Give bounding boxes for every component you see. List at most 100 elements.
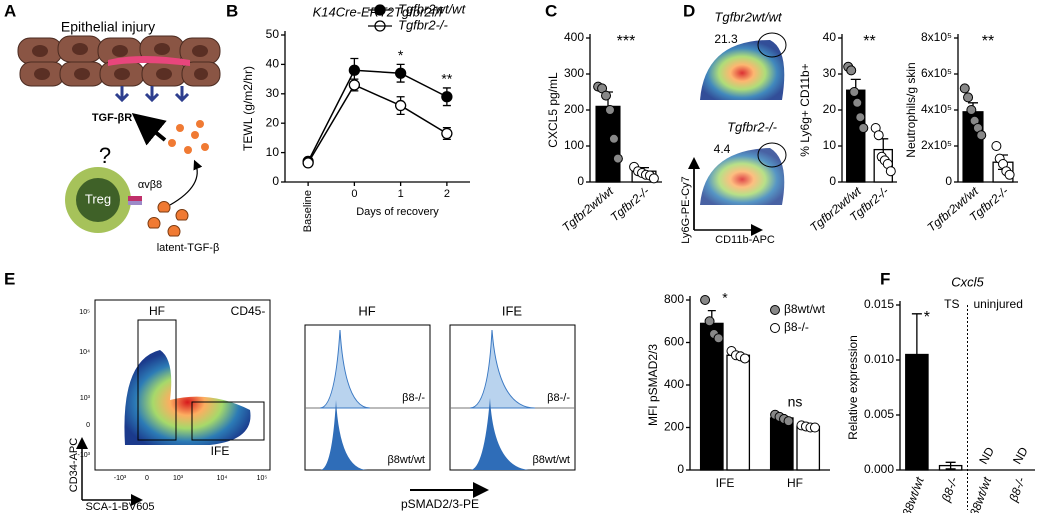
panel-letter: F	[880, 269, 890, 288]
marker	[302, 157, 314, 169]
data-point	[1004, 169, 1015, 180]
histogram-title: HF	[358, 303, 375, 318]
y-tick-label: 20	[266, 115, 280, 129]
series-line	[307, 69, 448, 162]
population-label: CD45-	[231, 304, 266, 318]
bar	[699, 322, 724, 471]
data-point	[959, 83, 970, 94]
data-point	[963, 92, 974, 103]
data-point	[704, 316, 715, 327]
schematic-title: Epithelial injury	[61, 19, 155, 35]
x-tick-label: β8wt/wt	[967, 475, 995, 513]
data-point	[612, 153, 623, 164]
data-point	[976, 130, 987, 141]
data-point	[885, 166, 896, 177]
y-tick-label: 10	[266, 145, 280, 159]
group-label: TS	[944, 297, 959, 311]
legend-marker	[770, 323, 780, 333]
x-tick-label: HF	[787, 476, 803, 490]
significance: **	[982, 33, 994, 50]
legend-label: Tgfbr2-/-	[398, 17, 449, 32]
flow-d: Tgfbr2wt/wt 21.3 Tgfbr2-/- 4.4 Ly6G-PE-C…	[680, 9, 787, 246]
value-label: ND	[1010, 444, 1031, 466]
y-tick-label: 2x10⁵	[921, 138, 952, 152]
schematic: Epithelial injury TGF-βR ? Treg αvβ8 lat…	[17, 19, 221, 254]
significance: *	[398, 47, 404, 63]
gate-percent: 4.4	[714, 142, 731, 156]
x-tick-label: IFE	[716, 476, 735, 490]
y-tick-label: 30	[266, 86, 280, 100]
y-axis-label: % Ly6g+ CD11b+	[798, 63, 812, 156]
flow-label: Tgfbr2wt/wt	[714, 9, 783, 24]
flow-tick: 10³	[173, 475, 184, 482]
bar	[796, 425, 821, 471]
gate-label: IFE	[211, 444, 230, 458]
panel-letter: B	[226, 1, 238, 20]
y-tick-label: 200	[564, 102, 584, 116]
data-point	[855, 112, 866, 123]
data-point	[601, 90, 612, 101]
marker	[441, 91, 453, 103]
data-point	[739, 353, 750, 364]
flow-tick: 0	[86, 422, 90, 429]
x-tick-label: 0	[351, 188, 357, 200]
flow-tick: -10³	[78, 452, 91, 459]
y-axis-label: TEWL (g/m2/hr)	[241, 66, 255, 151]
histogram-label: β8-/-	[402, 392, 425, 404]
data-point	[648, 173, 659, 184]
bar	[726, 354, 751, 471]
data-point	[852, 97, 863, 108]
y-tick-label: 40	[823, 30, 837, 44]
flow-tick: 10⁴	[79, 349, 90, 356]
data-point	[858, 123, 869, 133]
y-tick-label: 0.015	[864, 297, 894, 311]
flow-tick: 10⁴	[217, 475, 228, 482]
y-tick-label: 800	[664, 292, 684, 306]
y-tick-label: 0.000	[864, 462, 894, 476]
flow-e: HF IFE CD45- 10⁵ 10⁴ 10³ 0 -10³ -10³ 0 1…	[68, 299, 271, 513]
group-label: uninjured	[974, 297, 1023, 311]
flow-label: Tgfbr2-/-	[727, 119, 778, 134]
gate-percent: 21.3	[714, 32, 738, 46]
data-point	[849, 87, 860, 97]
x-tick-label: β8-/-	[938, 475, 960, 504]
y-tick-label: 40	[266, 57, 280, 71]
gate-label: HF	[149, 304, 165, 318]
y-tick-label: 8x10⁵	[921, 30, 952, 44]
marker	[394, 99, 407, 112]
legend-label: β8-/-	[784, 320, 809, 334]
y-tick-label: 4x10⁵	[921, 102, 952, 116]
treg-label: Treg	[85, 191, 111, 206]
y-tick-label: 100	[564, 138, 584, 152]
histogram-label: β8wt/wt	[387, 454, 425, 466]
x-tick-label: β8-/-	[1006, 475, 1028, 504]
axis-label: pSMAD2/3-PE	[401, 497, 479, 511]
chart-title: Cxcl5	[951, 274, 984, 289]
panel-letter: D	[683, 1, 695, 20]
series-line	[307, 84, 448, 164]
x-tick-label: β8wt/wt	[899, 475, 927, 513]
x-tick-label: 1	[398, 188, 404, 200]
x-axis-label: Days of recovery	[356, 206, 439, 218]
data-point	[873, 130, 884, 141]
significance: ***	[617, 33, 636, 50]
flow-tick: 10³	[80, 395, 91, 402]
data-point	[783, 416, 794, 427]
y-tick-label: 0	[945, 174, 952, 188]
axis-label: CD11b-APC	[715, 234, 775, 246]
y-tick-label: 6x10⁵	[921, 66, 952, 80]
significance: *	[924, 309, 930, 326]
histogram-label: β8wt/wt	[532, 454, 570, 466]
legend-label: β8wt/wt	[784, 302, 826, 316]
significance: **	[441, 71, 452, 87]
y-tick-label: 50	[266, 27, 280, 41]
axis-label: SCA-1-BV605	[85, 501, 154, 513]
y-tick-label: 400	[664, 377, 684, 391]
y-tick-label: 400	[564, 30, 584, 44]
significance: *	[722, 289, 728, 305]
y-axis-label: MFI pSMAD2/3	[646, 344, 660, 426]
y-tick-label: 0.010	[864, 352, 894, 366]
flow-tick: 10⁵	[79, 309, 90, 316]
marker	[394, 67, 407, 79]
flow-tick: 0	[145, 475, 149, 482]
